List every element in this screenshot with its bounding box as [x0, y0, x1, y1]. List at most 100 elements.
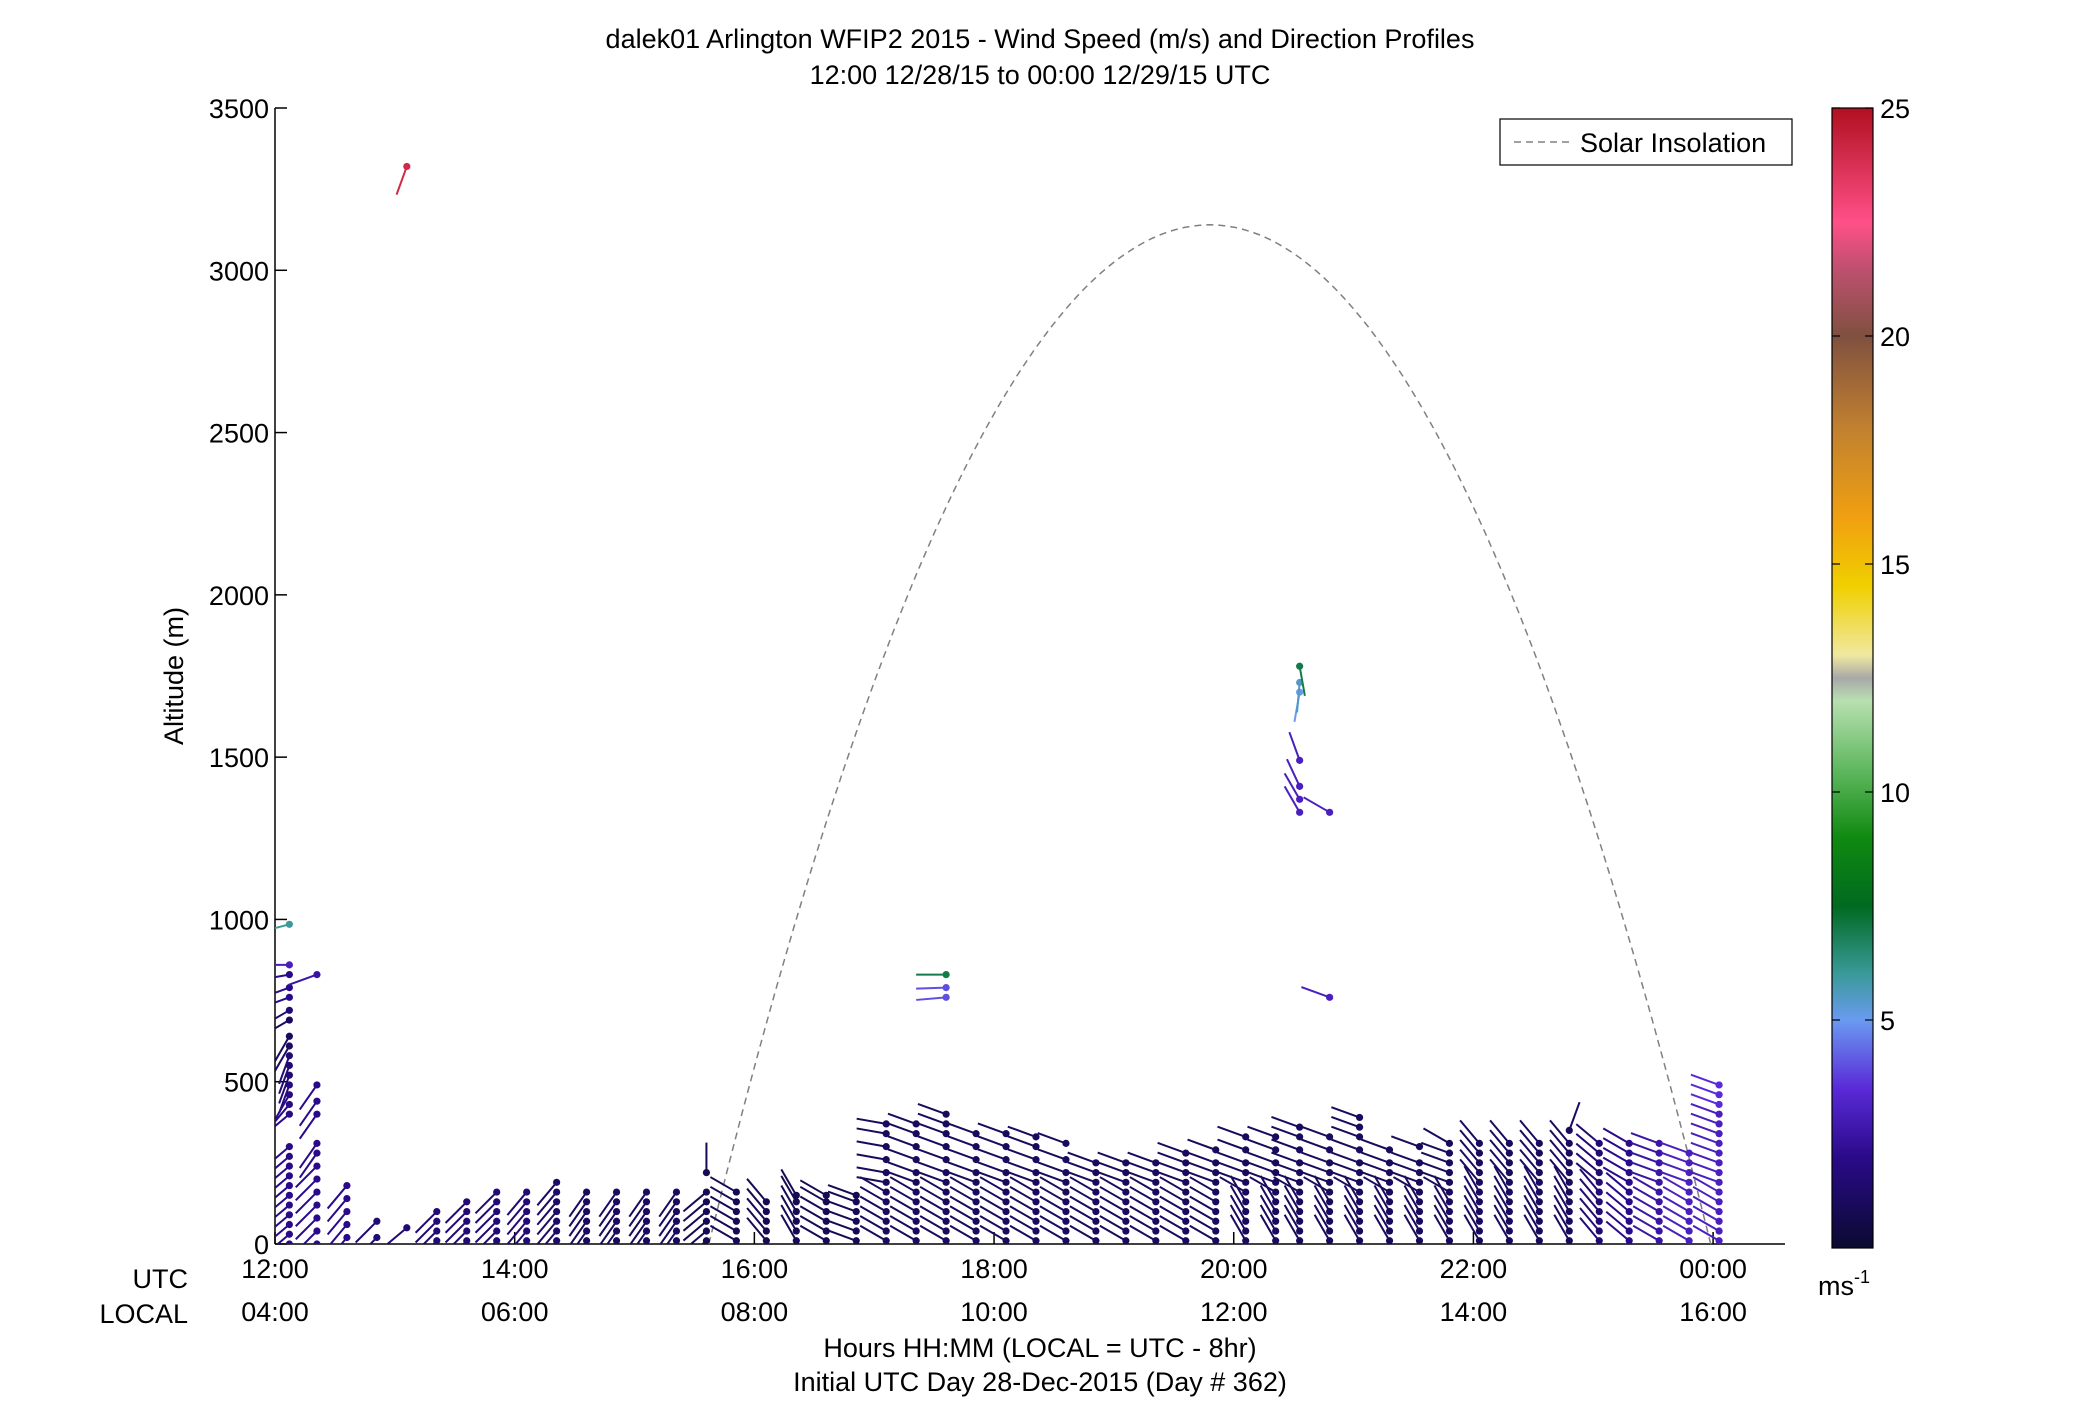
wind-barb-point	[1655, 1188, 1663, 1196]
wind-barb-staff	[1433, 1214, 1451, 1242]
wind-barb-point	[882, 1217, 890, 1225]
wind-barb-point	[1565, 1159, 1573, 1167]
wind-barb-point	[1565, 1178, 1573, 1186]
wind-barb-staff	[1129, 1224, 1157, 1242]
wind-barb-staff	[1690, 1171, 1720, 1184]
wind-barb-point	[285, 920, 293, 928]
wind-barb-staff	[298, 1084, 318, 1111]
wind-barb-point	[1715, 1149, 1723, 1157]
wind-barb-point	[732, 1217, 740, 1225]
wind-barb-point	[313, 1097, 321, 1105]
wind-barb-staff	[887, 1171, 917, 1184]
wind-barb-point	[972, 1237, 980, 1244]
wind-barb-point	[1565, 1139, 1573, 1147]
wind-barb-point	[1475, 1149, 1484, 1157]
wind-barb-point	[1565, 1207, 1573, 1216]
wind-barb-staff	[275, 1009, 290, 1020]
wind-barb-point	[1092, 1227, 1100, 1235]
wind-barb-point	[702, 1188, 711, 1196]
wind-barb-staff	[1459, 1158, 1481, 1183]
wind-barb-point	[1296, 782, 1304, 790]
wind-barb-staff	[1097, 1161, 1127, 1174]
wind-barb-staff	[1403, 1185, 1421, 1213]
wind-barb-point	[285, 1240, 293, 1244]
wind-barb-point	[822, 1237, 830, 1244]
wind-barb-staff	[1331, 1106, 1360, 1119]
wind-barb-point	[1475, 1198, 1484, 1206]
wind-barb-staff	[887, 1148, 917, 1161]
wind-barb-point	[285, 1191, 293, 1199]
wind-barb-staff	[1331, 1138, 1360, 1151]
x-tick-label-utc: 22:00	[1440, 1254, 1508, 1284]
wind-barb-point	[1385, 1217, 1394, 1225]
wind-barb-staff	[278, 1074, 291, 1104]
wind-barb-staff	[1553, 1165, 1571, 1193]
wind-barb-staff	[889, 1215, 917, 1232]
wind-barb-point	[1032, 1237, 1040, 1244]
wind-barb-point	[1565, 1237, 1573, 1244]
wind-barb-point	[1296, 1168, 1304, 1177]
wind-barb-point	[1272, 1146, 1280, 1154]
wind-barb-point	[523, 1237, 531, 1244]
wind-barb-point	[1565, 1149, 1573, 1157]
wind-barb-point	[313, 1214, 321, 1222]
wind-barb-staff	[275, 986, 290, 994]
wind-barb-point	[1032, 1156, 1040, 1164]
wind-barb-staff	[514, 1230, 528, 1244]
chart-subtitle: 12:00 12/28/15 to 00:00 12/29/15 UTC	[810, 60, 1271, 90]
wind-barb-staff	[1630, 1171, 1660, 1184]
wind-barb-point	[1445, 1149, 1454, 1157]
wind-barb-staff	[1271, 1138, 1300, 1151]
wind-barb-point	[1685, 1198, 1693, 1206]
wind-barb-staff	[746, 1197, 768, 1222]
wind-barb-point	[1445, 1159, 1454, 1167]
wind-barb-point	[582, 1237, 591, 1244]
wind-barb-point	[1272, 1237, 1280, 1244]
wind-barb-staff	[1301, 1171, 1330, 1184]
wind-barb-staff	[1575, 1133, 1600, 1154]
x-tick-label-utc: 20:00	[1200, 1254, 1268, 1284]
wind-barb-point	[1715, 1168, 1723, 1177]
wind-barb-staff	[1605, 1220, 1630, 1242]
wind-barb-point	[1182, 1217, 1190, 1225]
wind-barb-staff	[1692, 1215, 1720, 1232]
wind-barb-point	[942, 1198, 950, 1206]
wind-barb-point	[792, 1198, 800, 1206]
wind-barb-staff	[1343, 1204, 1361, 1232]
wind-barb-point	[912, 1143, 920, 1151]
wind-barb-staff	[1187, 1138, 1217, 1151]
wind-barb-point	[1272, 1133, 1280, 1141]
wind-barb-staff	[1493, 1194, 1511, 1222]
wind-barb-staff	[1403, 1204, 1421, 1232]
wind-barb-point	[493, 1198, 501, 1206]
wind-barb-point	[882, 1198, 890, 1206]
wind-barb-point	[1385, 1159, 1394, 1167]
wind-barb-staff	[275, 973, 290, 979]
wind-barb-staff	[1189, 1205, 1217, 1223]
wind-barb-staff	[887, 1135, 917, 1148]
wind-barb-staff	[917, 1148, 947, 1161]
wind-barb-point	[882, 1207, 890, 1216]
wind-barb-point	[942, 983, 950, 992]
wind-barb-point	[1595, 1207, 1603, 1216]
wind-barb-staff	[1690, 1151, 1720, 1164]
wind-barb-staff	[298, 1142, 318, 1169]
wind-barb-point	[1565, 1217, 1573, 1225]
wind-barb-point	[1385, 1146, 1394, 1154]
wind-barb-staff	[701, 1239, 708, 1244]
wind-barb-staff	[1247, 1151, 1277, 1164]
wind-barb-point	[672, 1237, 681, 1244]
wind-barb-staff	[1662, 1195, 1690, 1213]
wind-barb-point	[912, 1130, 920, 1138]
wind-barb-staff	[1097, 1171, 1127, 1184]
wind-barb-point	[553, 1178, 561, 1186]
wind-barb-staff	[1549, 1119, 1571, 1145]
wind-barb-staff	[1283, 1194, 1301, 1222]
wind-barb-point	[1152, 1217, 1160, 1225]
wind-barbs	[275, 162, 1723, 1244]
wind-barb-staff	[1343, 1194, 1361, 1222]
wind-barb-point	[1272, 1217, 1280, 1225]
wind-barb-staff	[1009, 1195, 1037, 1213]
wind-barb-point	[1685, 1159, 1693, 1167]
